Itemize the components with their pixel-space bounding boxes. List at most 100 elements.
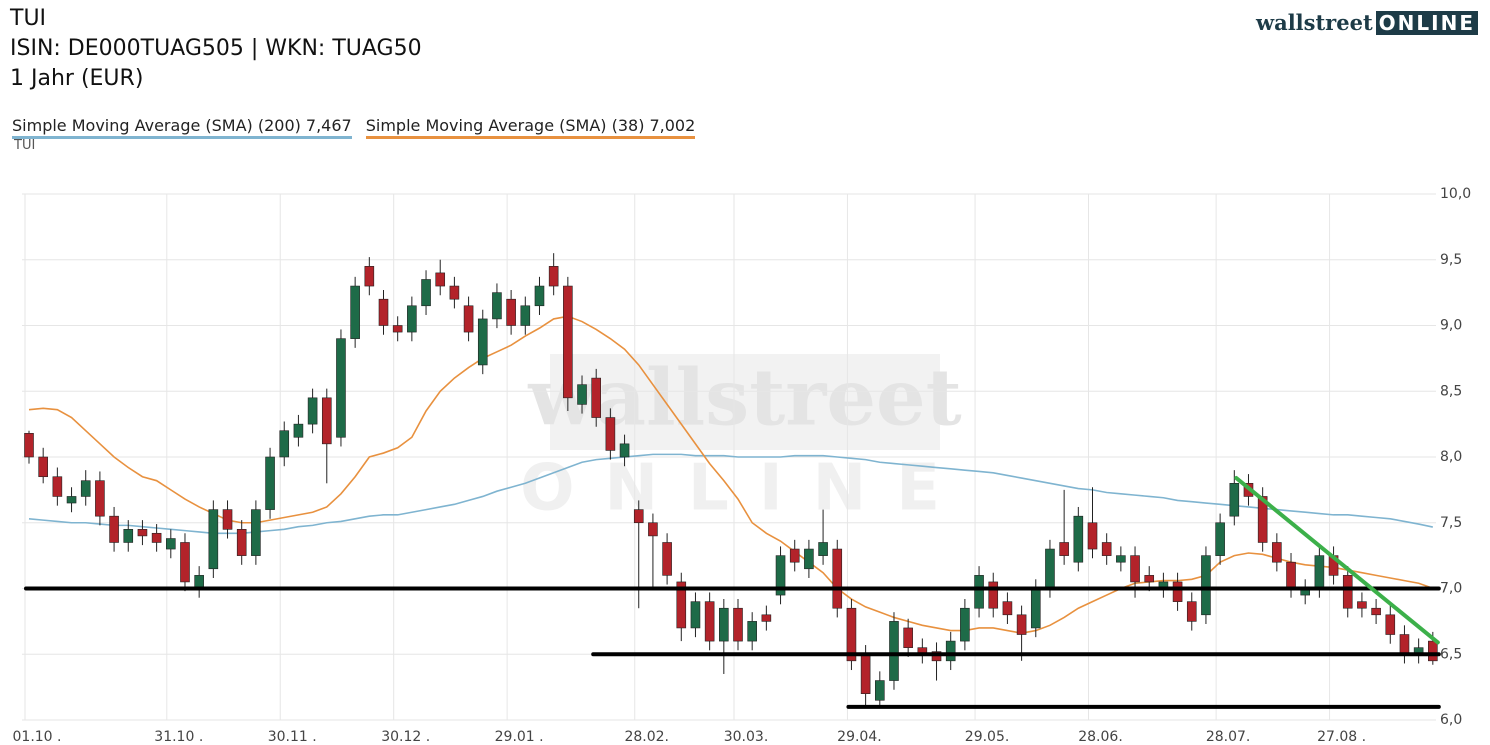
candle-body (1101, 542, 1112, 556)
candle-body (208, 509, 219, 570)
candle-body (307, 397, 318, 425)
candle-body (251, 509, 261, 556)
sma-line (28, 453, 1433, 535)
candle-body (520, 305, 531, 326)
candle-body (889, 621, 899, 681)
candle-body (860, 653, 871, 695)
candle-body (548, 266, 559, 287)
candle-body (407, 305, 417, 333)
logo-text: wallstreet (1256, 10, 1373, 35)
candle-body (506, 298, 516, 326)
legend-value: 7,467 (305, 116, 352, 135)
candle-body (789, 548, 800, 563)
legend-item[interactable]: Simple Moving Average (SMA) (38) 7,002 (365, 116, 696, 139)
isin: ISIN: DE000TUAG505 | WKN: TUAG50 (10, 36, 422, 61)
candle-body (265, 456, 275, 510)
trend-line (1234, 476, 1440, 645)
y-tick-label: 9,0 (1440, 318, 1462, 334)
candle-body (492, 292, 502, 320)
candle-body (662, 542, 672, 576)
candle-body (52, 476, 63, 497)
candle-body (1428, 640, 1438, 662)
candle-body (449, 285, 460, 300)
legend-value: 7,002 (649, 116, 696, 135)
y-tick-label: 6,0 (1440, 712, 1462, 728)
x-tick-label: 01.10 . (13, 729, 62, 745)
candle-body (24, 433, 34, 458)
candle-body (321, 397, 332, 445)
candle-body (1144, 575, 1155, 583)
candle-body (1016, 614, 1027, 635)
y-tick-label: 9,5 (1440, 252, 1462, 268)
candle-body (477, 318, 488, 366)
candle-body (123, 529, 134, 543)
period: 1 Jahr (EUR) (10, 66, 144, 91)
candle-body (1045, 548, 1055, 589)
x-tick-label: 28.02. (624, 729, 669, 745)
candle-body (80, 480, 91, 497)
candle-body (1186, 601, 1197, 622)
candle-body (180, 542, 190, 583)
candle-body (1357, 601, 1367, 609)
candle-body (435, 272, 446, 287)
candle-body (166, 538, 176, 550)
candle-body (1116, 555, 1126, 563)
candle-body (577, 384, 587, 405)
candle-body (421, 279, 431, 307)
candle-body (563, 285, 573, 399)
candle-body (463, 305, 474, 333)
y-tick-label: 7,5 (1440, 515, 1462, 531)
candle-body (775, 555, 786, 596)
series-label: TUI (14, 138, 36, 150)
candle-body (818, 542, 828, 556)
candle-body (293, 423, 304, 438)
candle-body (874, 680, 885, 701)
candle-body (236, 529, 247, 556)
y-tick-label: 8,5 (1440, 383, 1462, 399)
candle-body (1385, 614, 1396, 635)
candle-body (95, 480, 105, 517)
watermark: ONLINE (520, 452, 970, 526)
legend-item[interactable]: Simple Moving Average (SMA) (200) 7,467 (12, 116, 352, 139)
candle-body (761, 614, 772, 622)
x-tick-label: 28.06. (1078, 729, 1123, 745)
candle-body (1172, 581, 1183, 602)
candle-body (704, 601, 715, 642)
candle-body (1201, 555, 1211, 616)
candle-body (1087, 522, 1098, 550)
candle-body (1257, 496, 1268, 543)
candle-body (1286, 561, 1296, 589)
candle-body (988, 581, 999, 609)
title: TUI (10, 6, 47, 31)
x-tick-label: 29.04. (837, 729, 882, 745)
x-tick-label: 28.07. (1206, 729, 1251, 745)
candle-body (846, 607, 857, 662)
legend: Simple Moving Average (SMA) (200) 7,467 Si… (12, 116, 696, 139)
candle-body (1030, 588, 1041, 629)
candle-body (974, 575, 984, 609)
candle-body (633, 509, 644, 524)
x-tick-label: 27.08 . (1317, 729, 1366, 745)
candle-body (336, 338, 346, 438)
candle-body (1371, 607, 1381, 616)
legend-name: Simple Moving Average (SMA) (38) (365, 116, 645, 135)
logo: wallstreet ONLINE (1256, 10, 1478, 35)
candle-body (1215, 522, 1225, 556)
candle-body (605, 417, 616, 451)
candle-body (591, 377, 602, 418)
candle-body (151, 532, 162, 543)
candle-body (392, 325, 403, 333)
candle-body (66, 496, 77, 504)
candle-body (38, 456, 48, 478)
candle-body (222, 509, 233, 530)
candle-body (832, 548, 843, 609)
y-tick-label: 10,0 (1440, 186, 1471, 202)
candle-body (378, 298, 389, 326)
candle-body (690, 601, 701, 629)
candle-body (1130, 555, 1140, 583)
candle-body (747, 621, 757, 642)
candle-body (619, 443, 630, 458)
x-tick-label: 29.05. (965, 729, 1010, 745)
